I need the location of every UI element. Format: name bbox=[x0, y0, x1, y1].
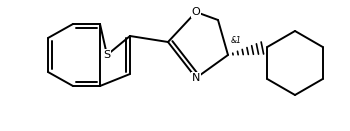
Text: &1: &1 bbox=[231, 36, 242, 45]
Text: O: O bbox=[192, 7, 200, 17]
Text: S: S bbox=[104, 50, 111, 60]
Text: N: N bbox=[192, 73, 200, 83]
